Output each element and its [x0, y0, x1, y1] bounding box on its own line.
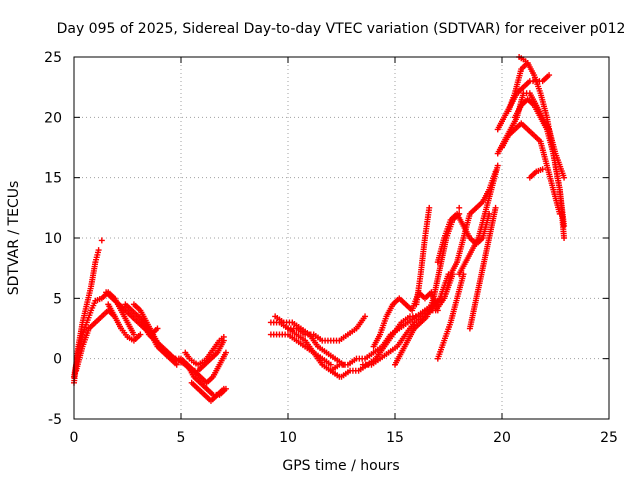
- y-axis-label: SDTVAR / TECUs: [6, 181, 22, 296]
- series-arc-9: [178, 349, 229, 386]
- x-tick-labels: 0 5 10 15 20 25: [70, 430, 618, 446]
- y-tick-label: 15: [44, 171, 62, 187]
- series-arc-20: [392, 210, 463, 368]
- x-tick-label: 5: [177, 430, 186, 446]
- data-point: [222, 349, 229, 356]
- data-point: [561, 174, 568, 181]
- data-point: [154, 325, 161, 332]
- data-points: [71, 54, 568, 404]
- series-arc-14: [272, 313, 347, 368]
- data-point: [98, 237, 105, 244]
- series-isolated: [98, 204, 463, 244]
- data-point: [494, 162, 501, 169]
- x-tick-label: 20: [493, 430, 511, 446]
- data-point: [327, 361, 334, 368]
- series-arc-10: [188, 379, 227, 404]
- series-arc-33: [526, 166, 546, 181]
- data-point: [426, 204, 433, 211]
- series-arc-4: [105, 301, 144, 344]
- series-arc-12: [267, 313, 369, 344]
- data-point: [362, 313, 369, 320]
- series-arc-1: [71, 247, 102, 386]
- data-point: [137, 331, 144, 338]
- y-tick-label: 5: [53, 291, 62, 307]
- data-point: [546, 72, 553, 79]
- series-arc-26: [466, 204, 499, 332]
- data-point: [492, 204, 499, 211]
- series-arc-31: [511, 96, 568, 241]
- series-arc-29: [499, 120, 563, 217]
- y-tick-label: 10: [44, 231, 62, 247]
- data-point: [95, 247, 102, 254]
- y-tick-label: 25: [44, 50, 62, 66]
- y-tick-label: -5: [48, 412, 62, 428]
- x-tick-label: 10: [279, 430, 297, 446]
- series-arc-25: [456, 162, 501, 278]
- chart-title: Day 095 of 2025, Sidereal Day-to-day VTE…: [57, 21, 626, 37]
- data-point: [561, 235, 568, 241]
- data-point: [434, 307, 441, 314]
- data-point: [130, 331, 137, 338]
- data-point: [220, 385, 227, 392]
- data-point: [539, 166, 546, 173]
- data-point: [561, 222, 568, 229]
- data-point: [524, 60, 531, 67]
- plot-frame: [73, 56, 610, 420]
- data-point: [456, 204, 463, 211]
- y-tick-labels: -5 0 5 10 15 20 25: [44, 50, 62, 428]
- x-tick-label: 15: [386, 430, 404, 446]
- x-tick-label: 25: [600, 430, 618, 446]
- y-tick-label: 20: [44, 110, 62, 126]
- series-arc-11: [182, 333, 227, 368]
- x-axis-label: GPS time / hours: [282, 458, 399, 474]
- x-tick-label: 0: [70, 430, 79, 446]
- data-point: [220, 333, 227, 340]
- y-tick-label: 0: [53, 352, 62, 368]
- series-arc-24: [434, 271, 467, 362]
- series-arc-21: [413, 204, 433, 308]
